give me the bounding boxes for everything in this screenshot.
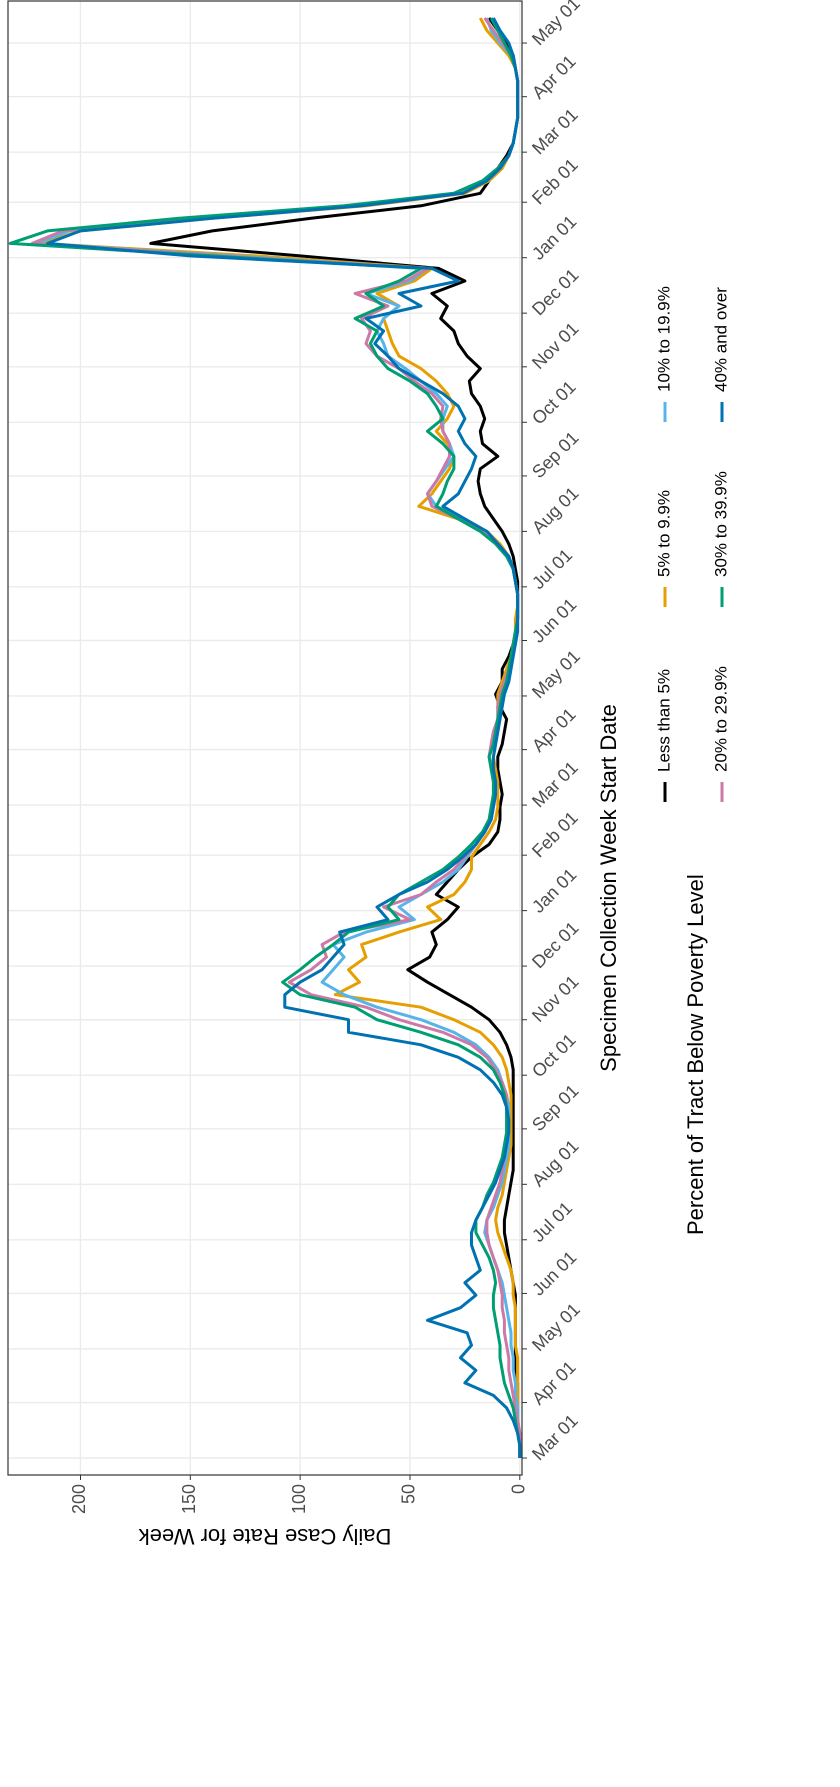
x-tick-label: Oct 01 — [528, 377, 580, 429]
x-tick-label: Oct 01 — [528, 1030, 580, 1082]
series-line — [149, 17, 522, 1458]
x-tick-label: May 01 — [528, 1299, 584, 1355]
x-tick-label: Mar 01 — [528, 1410, 582, 1464]
x-tick-label: Dec 01 — [528, 265, 582, 319]
x-tick-label: May 01 — [528, 646, 584, 702]
legend-label: 30% to 39.9% — [711, 471, 730, 577]
x-tick-label: May 01 — [528, 0, 584, 49]
x-tick-label: Jun 01 — [528, 594, 580, 646]
legend-label: 5% to 9.9% — [654, 490, 673, 577]
legend-title: Percent of Tract Below Poverty Level — [683, 874, 708, 1235]
x-tick-label: Apr 01 — [528, 704, 580, 756]
x-tick-label: Aug 01 — [528, 1136, 582, 1190]
y-tick-label: 150 — [179, 1484, 199, 1514]
y-tick-label: 50 — [399, 1484, 419, 1504]
x-tick-label: Mar 01 — [528, 105, 582, 159]
x-tick-label: Sep 01 — [528, 428, 582, 482]
x-tick-label: Dec 01 — [528, 918, 582, 972]
x-tick-label: Jan 01 — [528, 864, 580, 916]
legend-label: Less than 5% — [654, 669, 673, 772]
y-axis-title: Daily Case Rate for Week — [138, 1524, 392, 1549]
legend-label: 10% to 19.9% — [654, 286, 673, 392]
legend-label: 20% to 29.9% — [711, 666, 730, 772]
x-tick-label: Aug 01 — [528, 483, 582, 537]
y-tick-label: 0 — [509, 1484, 529, 1494]
x-tick-label: Jul 01 — [528, 1198, 576, 1246]
x-tick-label: Feb 01 — [528, 155, 582, 209]
legend-label: 40% and over — [711, 287, 730, 392]
x-axis-title: Specimen Collection Week Start Date — [596, 704, 621, 1072]
y-tick-label: 100 — [289, 1484, 309, 1514]
x-tick-label: Jul 01 — [528, 545, 576, 593]
y-tick-label: 200 — [69, 1484, 89, 1514]
x-tick-label: Apr 01 — [528, 51, 580, 103]
x-tick-label: Apr 01 — [528, 1357, 580, 1409]
x-tick-label: Nov 01 — [528, 971, 582, 1025]
x-tick-label: Mar 01 — [528, 758, 582, 812]
plot-border — [7, 0, 523, 1476]
plot-background — [8, 1, 522, 1475]
x-tick-label: Nov 01 — [528, 319, 582, 373]
series-line — [46, 17, 522, 1458]
x-tick-label: Sep 01 — [528, 1081, 582, 1135]
x-tick-label: Jan 01 — [528, 212, 580, 264]
x-tick-label: Feb 01 — [528, 808, 582, 862]
x-tick-label: Jun 01 — [528, 1247, 580, 1299]
